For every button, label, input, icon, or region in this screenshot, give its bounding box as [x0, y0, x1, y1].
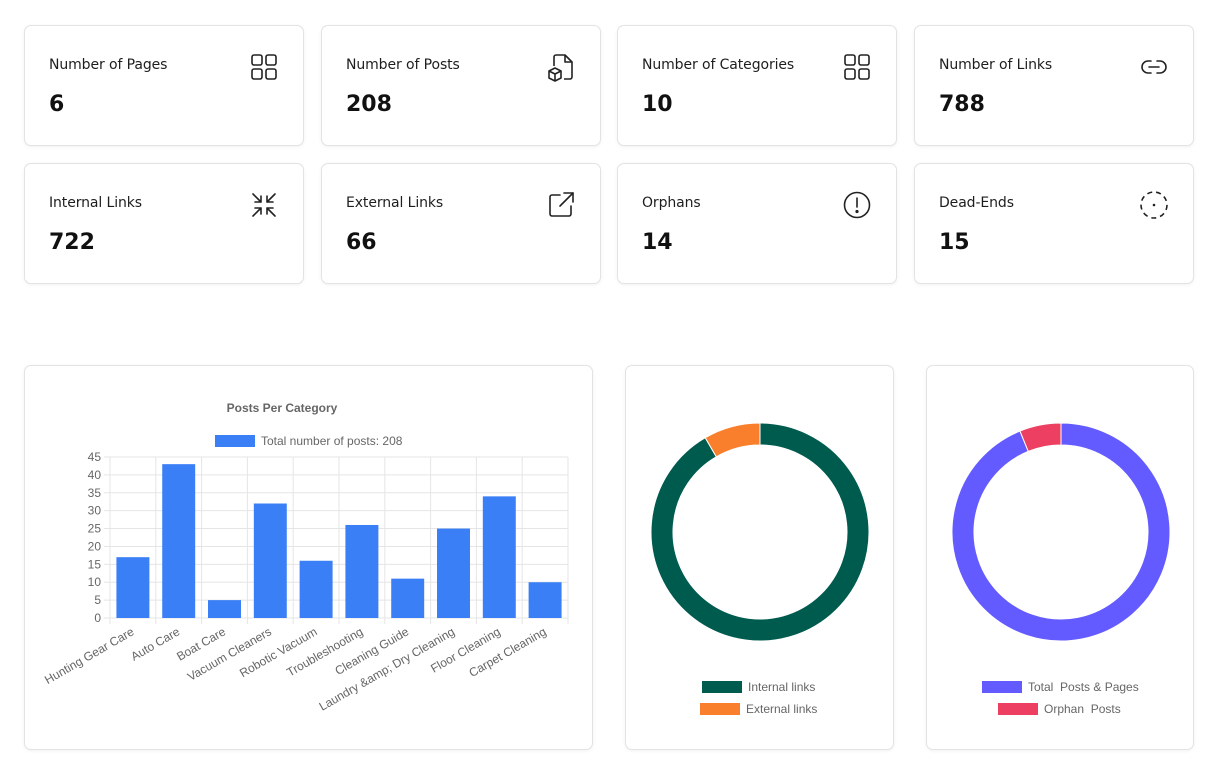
dashed-circle-icon: [1139, 190, 1169, 220]
chart-title: Posts Per Category: [227, 401, 338, 415]
legend-item[interactable]: External links: [700, 702, 817, 716]
grid-icon: [842, 52, 872, 82]
stat-label: Number of Posts: [346, 57, 460, 73]
bar[interactable]: [528, 582, 562, 618]
legend-swatch: [982, 681, 1022, 693]
stat-label: Number of Links: [939, 57, 1053, 73]
stat-value: 66: [346, 230, 377, 255]
stat-card-number-of-links: Number of Links 788: [914, 25, 1194, 146]
stat-label: Internal Links: [49, 195, 142, 211]
y-tick-label: 25: [88, 522, 102, 536]
bar[interactable]: [391, 578, 425, 618]
y-tick-label: 10: [88, 575, 102, 589]
stat-card-orphans: Orphans 14: [617, 163, 897, 284]
x-tick-label: Carpet Cleaning: [466, 624, 548, 679]
stat-card-number-of-categories: Number of Categories 10: [617, 25, 897, 146]
grid-icon: [249, 52, 279, 82]
doughnut-slice[interactable]: [1019, 422, 1062, 453]
legend-item[interactable]: Internal links: [702, 680, 815, 694]
legend-swatch: [700, 703, 740, 715]
document-cube-icon: [546, 52, 576, 82]
legend-swatch: [702, 681, 742, 693]
y-tick-label: 30: [88, 504, 102, 518]
links-doughnut-chart: [650, 422, 870, 642]
stat-card-number-of-posts: Number of Posts 208: [321, 25, 601, 146]
external-link-icon: [546, 190, 576, 220]
stat-card-internal-links: Internal Links 722: [24, 163, 304, 284]
orphans-doughnut-chart: [951, 422, 1171, 642]
doughnut-slice[interactable]: [704, 422, 761, 458]
x-tick-label: Hunting Gear Care: [42, 624, 137, 687]
stat-card-external-links: External Links 66: [321, 163, 601, 284]
y-tick-label: 45: [88, 450, 102, 464]
posts-per-category-panel: Posts Per Category Total number of posts:…: [24, 365, 593, 750]
legend-swatch: [215, 435, 255, 447]
bar[interactable]: [437, 528, 470, 618]
legend-item[interactable]: Total Posts & Pages: [982, 680, 1139, 694]
stat-label: Orphans: [642, 195, 701, 211]
stat-value: 14: [642, 230, 673, 255]
stat-value: 6: [49, 92, 65, 117]
stat-card-number-of-pages: Number of Pages 6: [24, 25, 304, 146]
stat-card-dead-ends: Dead-Ends 15: [914, 163, 1194, 284]
stat-value: 15: [939, 230, 970, 255]
bar[interactable]: [162, 464, 196, 618]
stat-label: Dead-Ends: [939, 195, 1014, 211]
y-tick-label: 15: [88, 557, 102, 571]
legend-label: Total Posts & Pages: [1028, 680, 1139, 694]
x-tick-label: Robotic Vacuum: [237, 624, 319, 680]
bar[interactable]: [345, 524, 379, 618]
stat-value: 208: [346, 92, 392, 117]
y-tick-label: 5: [94, 593, 101, 607]
orphans-doughnut-panel: Total Posts & Pages Orphan Posts: [926, 365, 1194, 750]
doughnut-slice[interactable]: [650, 422, 870, 642]
bar[interactable]: [482, 496, 516, 618]
doughnut-slice[interactable]: [951, 422, 1171, 642]
arrows-in-icon: [249, 190, 279, 220]
legend-label: Internal links: [748, 680, 816, 694]
legend-label: External links: [746, 702, 818, 716]
bar[interactable]: [299, 560, 333, 618]
link-icon: [1139, 52, 1169, 82]
bar[interactable]: [208, 600, 241, 618]
legend-swatch: [998, 703, 1038, 715]
legend-label[interactable]: Total number of posts: 208: [261, 434, 403, 448]
stat-value: 788: [939, 92, 985, 117]
y-tick-label: 0: [94, 611, 101, 625]
stat-label: Number of Categories: [642, 57, 795, 73]
legend-item[interactable]: Orphan Posts: [998, 702, 1121, 716]
links-doughnut-panel: Internal links External links: [625, 365, 894, 750]
y-tick-label: 20: [88, 539, 102, 553]
y-tick-label: 35: [88, 486, 102, 500]
bar[interactable]: [253, 503, 287, 618]
legend-label: Orphan Posts: [1044, 702, 1121, 716]
bar[interactable]: [116, 557, 150, 618]
x-tick-label: Auto Care: [128, 624, 182, 663]
stat-value: 722: [49, 230, 95, 255]
posts-per-category-chart: Posts Per Category Total number of posts:…: [42, 401, 569, 714]
alert-circle-icon: [842, 190, 872, 220]
y-tick-label: 40: [88, 468, 102, 482]
stat-value: 10: [642, 92, 673, 117]
stat-label: Number of Pages: [49, 57, 168, 73]
stat-label: External Links: [346, 195, 444, 211]
